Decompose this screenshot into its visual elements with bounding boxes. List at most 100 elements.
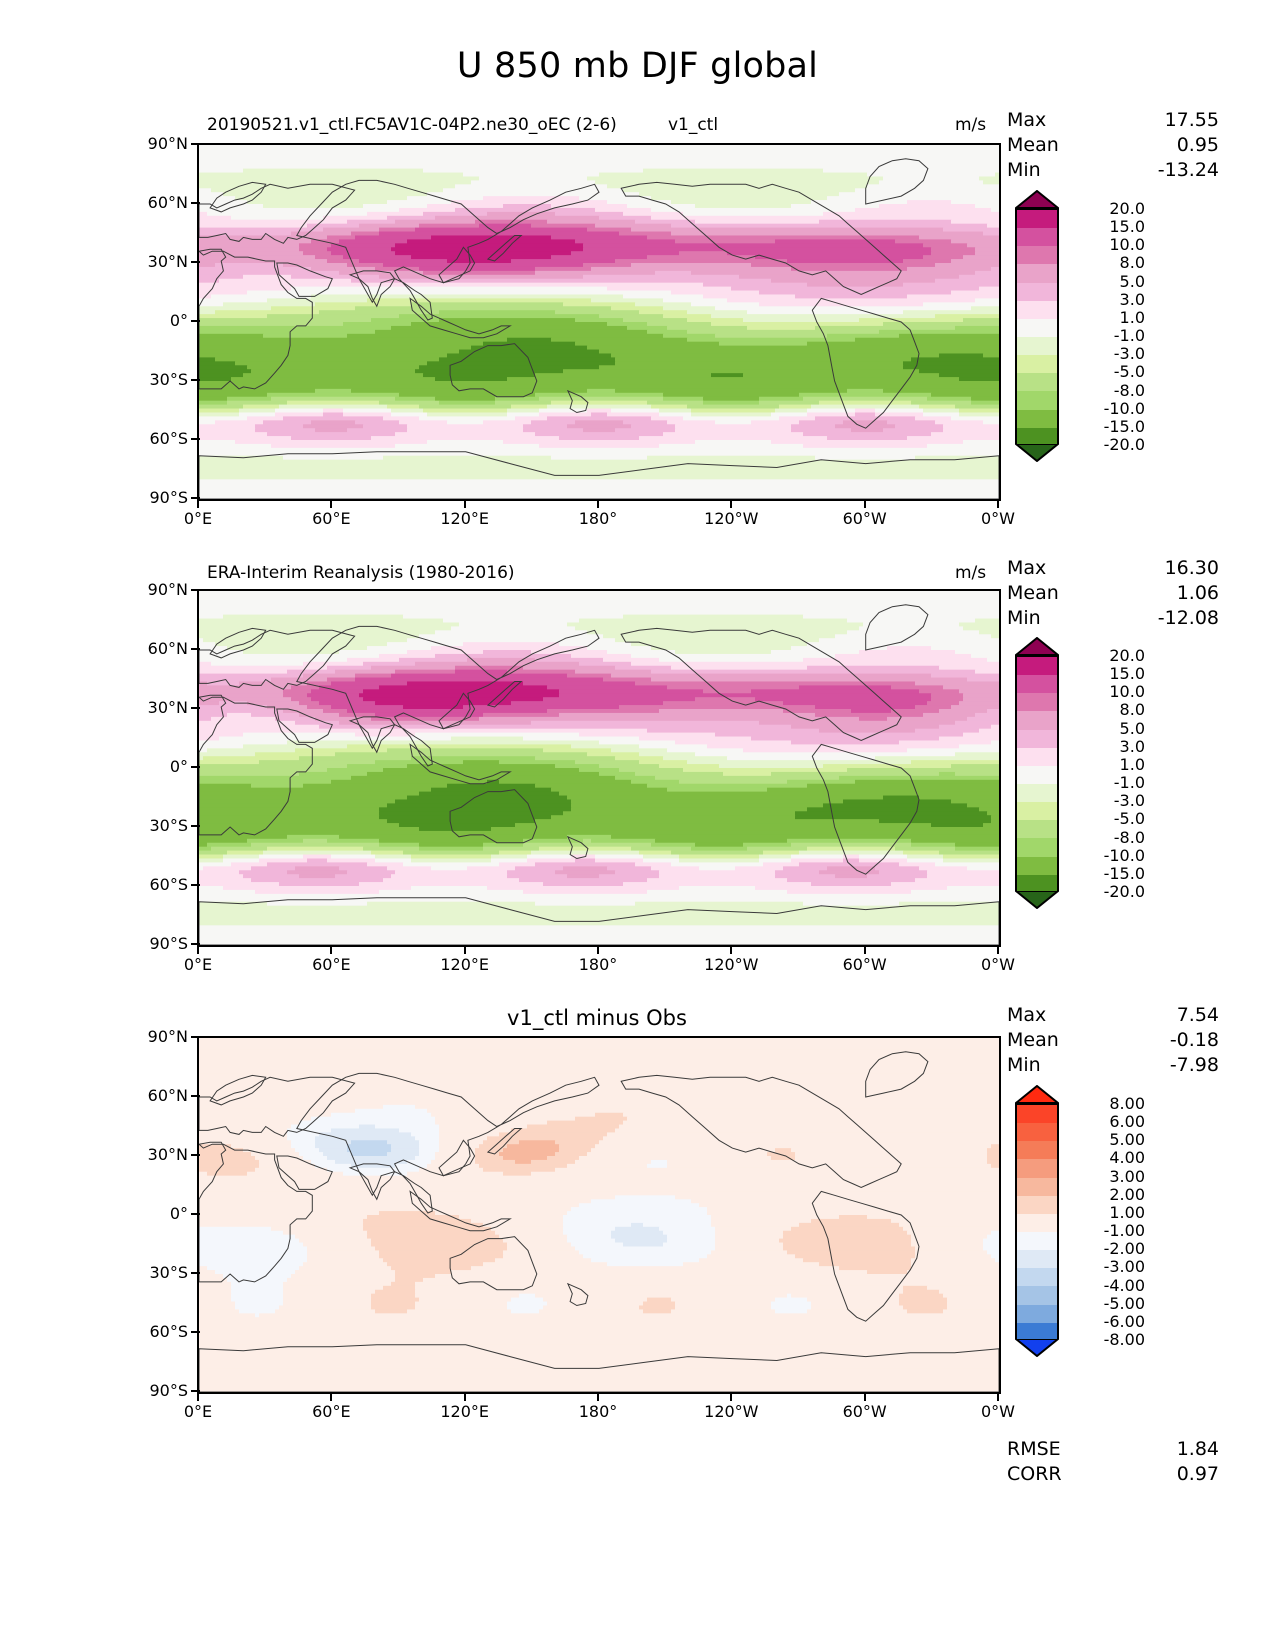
colorbar-segment: [1017, 747, 1057, 766]
y-axis-tick-label: 30°N: [147, 698, 188, 717]
colorbar-segment: [1017, 1322, 1057, 1341]
colorbar-segment: [1017, 409, 1057, 428]
y-axis-tick-label: 30°N: [147, 1145, 188, 1164]
y-axis-tick-mark: [191, 1272, 200, 1274]
colorbar-segment: [1017, 264, 1057, 283]
stat-value: -7.98: [1169, 1054, 1219, 1076]
y-axis-tick-mark: [191, 707, 200, 709]
y-axis-tick-mark: [191, 1036, 200, 1038]
y-axis-tick-label: 30°N: [147, 252, 188, 271]
colorbar-segment: [1017, 318, 1057, 337]
colorbar-tick-label: 15.0: [1109, 217, 1145, 237]
colorbar-tick-label: 1.0: [1119, 307, 1145, 327]
colorbar-tick-label: 3.00: [1109, 1166, 1145, 1186]
panel-model-units: m/s: [955, 115, 987, 135]
y-axis-tick-mark: [191, 143, 200, 145]
x-axis-tick-mark: [197, 945, 199, 954]
stat-label: Mean: [1007, 582, 1059, 604]
panel-diff-title: v1_ctl minus Obs: [507, 1006, 687, 1030]
colorbar-tick-label: -2.00: [1103, 1239, 1145, 1259]
coastlines: [199, 158, 999, 499]
colorbar-segment: [1017, 1268, 1057, 1287]
colorbar-segment: [1017, 1123, 1057, 1142]
colorbar-segment: [1017, 874, 1057, 893]
field-raster: [199, 591, 999, 945]
colorbar-tick-label: -3.0: [1113, 344, 1145, 364]
x-axis-tick-label: 120°W: [704, 509, 759, 528]
colorbar-tick-label: 8.0: [1119, 700, 1145, 720]
y-axis-tick-label: 30°S: [149, 816, 188, 835]
x-axis-tick-label: 120°E: [440, 955, 489, 974]
colorbar-tick-label: -5.0: [1113, 362, 1145, 382]
panel-obs-subtitle-left: ERA-Interim Reanalysis (1980-2016): [207, 563, 515, 583]
stat-value: -12.08: [1157, 607, 1219, 629]
y-axis-tick-mark: [191, 1154, 200, 1156]
colorbar-tick-label: 4.00: [1109, 1148, 1145, 1168]
colorbar-tick-label: 1.0: [1119, 754, 1145, 774]
colorbar-segment: [1017, 1286, 1057, 1305]
x-axis-tick-label: 0°E: [183, 509, 213, 528]
stat-label: CORR: [1007, 1463, 1062, 1485]
x-axis-tick-label: 0°E: [183, 955, 213, 974]
y-axis-tick-label: 0°: [169, 757, 188, 776]
y-axis-tick-label: 60°S: [149, 429, 188, 448]
colorbar-segment: [1017, 1304, 1057, 1323]
colorbar-tick-label: -5.00: [1103, 1293, 1145, 1313]
y-axis-tick-mark: [191, 379, 200, 381]
x-axis-tick-label: 120°E: [440, 509, 489, 528]
stat-label: RMSE: [1007, 1438, 1061, 1460]
y-axis-tick-label: 0°: [169, 311, 188, 330]
colorbar-segment: [1017, 391, 1057, 410]
x-axis-tick-mark: [863, 1392, 866, 1401]
colorbar-tick-label: 1.00: [1109, 1202, 1145, 1222]
x-axis-tick-label: 120°W: [704, 955, 759, 974]
x-axis-tick-label: 0°W: [981, 509, 1015, 528]
y-axis-tick-mark: [191, 589, 200, 591]
stat-label: Mean: [1007, 1029, 1059, 1051]
stat-value: 17.55: [1164, 109, 1219, 131]
x-axis-tick-mark: [463, 945, 466, 954]
colorbar-tick-label: 5.00: [1109, 1130, 1145, 1150]
x-axis-tick-label: 0°E: [183, 1402, 213, 1421]
colorbar-segment: [1017, 282, 1057, 301]
colorbar-segment: [1017, 657, 1057, 676]
colorbar-extend-bottom: [1013, 890, 1061, 910]
panel-model-subtitle-left: 20190521.v1_ctl.FC5AV1C-04P2.ne30_oEC (2…: [207, 115, 617, 135]
y-axis-tick-label: 90°S: [149, 1381, 188, 1400]
colorbar-tick-label: 6.00: [1109, 1112, 1145, 1132]
x-axis-tick-label: 60°E: [312, 1402, 351, 1421]
colorbar-segment: [1017, 246, 1057, 265]
colorbar-extend-bottom: [1013, 443, 1061, 463]
colorbar-segment: [1017, 729, 1057, 748]
x-axis-tick-label: 120°E: [440, 1402, 489, 1421]
y-axis-tick-label: 90°N: [147, 580, 188, 599]
colorbar-extend-top: [1013, 636, 1061, 656]
colorbar-segment: [1017, 838, 1057, 857]
coastlines: [199, 604, 999, 945]
colorbar-segment: [1017, 1105, 1057, 1124]
colorbar-tick-label: -1.0: [1113, 773, 1145, 793]
stat-value: 0.97: [1176, 1463, 1219, 1485]
x-axis-tick-mark: [597, 499, 599, 508]
x-axis-tick-label: 180°: [578, 955, 618, 974]
colorbar-segment: [1017, 765, 1057, 784]
x-axis-tick-label: 0°W: [981, 955, 1015, 974]
colorbar-tick-label: 2.00: [1109, 1184, 1145, 1204]
x-axis-tick-mark: [863, 945, 866, 954]
x-axis-tick-label: 60°E: [312, 509, 351, 528]
colorbar-tick-label: 10.0: [1109, 682, 1145, 702]
colorbar-segment: [1017, 300, 1057, 319]
colorbar-tick-label: 3.0: [1119, 736, 1145, 756]
x-axis-tick-mark: [997, 499, 999, 508]
colorbar-extend-top: [1013, 1084, 1061, 1104]
colorbar-extend-bottom: [1013, 1338, 1061, 1358]
y-axis-tick-mark: [191, 202, 200, 204]
y-axis-tick-mark: [191, 825, 200, 827]
y-axis-tick-mark: [191, 1095, 200, 1097]
colorbar-body: [1015, 1103, 1059, 1341]
colorbar-segment: [1017, 1195, 1057, 1214]
figure-title: U 850 mb DJF global: [456, 46, 819, 86]
x-axis-tick-mark: [330, 945, 333, 954]
x-axis-tick-label: 180°: [578, 1402, 618, 1421]
y-axis-tick-mark: [191, 884, 200, 886]
